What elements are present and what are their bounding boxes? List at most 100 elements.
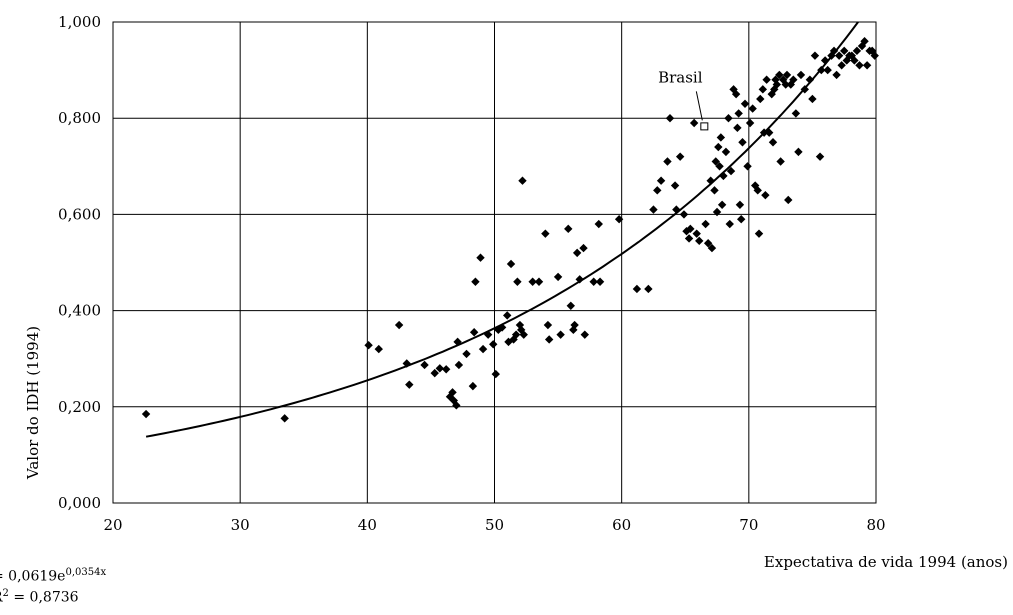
r2-symbol: R — [0, 590, 3, 606]
data-point — [469, 328, 479, 337]
y-tick-label: 0,400 — [58, 302, 101, 320]
equation-text: = 0,0619e — [0, 568, 66, 585]
data-point — [712, 207, 722, 217]
data-point — [734, 109, 743, 118]
data-point — [513, 277, 522, 286]
data-point — [762, 75, 771, 84]
data-point — [692, 229, 701, 238]
x-tick-label: 60 — [612, 516, 631, 534]
data-point — [649, 205, 658, 214]
data-point — [716, 133, 726, 142]
data-point — [729, 85, 738, 94]
data-point — [364, 341, 373, 350]
data-point — [857, 41, 867, 51]
data-point — [405, 380, 414, 389]
data-point — [758, 85, 768, 94]
data-point — [817, 65, 826, 75]
y-axis-label: Valor do IDH (1994) — [24, 326, 42, 480]
data-point — [753, 186, 762, 195]
brasil-point — [700, 122, 709, 131]
data-point — [528, 277, 537, 286]
x-tick-label: 70 — [739, 516, 758, 534]
x-tick-label: 30 — [231, 516, 250, 534]
data-point — [772, 80, 782, 89]
data-point — [703, 239, 713, 248]
data-point — [566, 301, 575, 310]
x-axis-label: Expectativa de vida 1994 (anos) — [764, 553, 1008, 571]
data-point — [675, 152, 685, 161]
data-point — [656, 176, 666, 185]
data-point — [834, 51, 844, 60]
data-point — [847, 51, 857, 60]
data-point — [823, 65, 832, 75]
data-point — [644, 284, 653, 294]
data-point — [684, 234, 694, 243]
data-point — [789, 75, 798, 84]
x-tick-label: 50 — [485, 516, 504, 534]
data-point — [511, 330, 521, 339]
data-point — [726, 166, 736, 176]
data-point — [761, 190, 770, 200]
data-point — [837, 61, 846, 70]
data-point — [483, 330, 493, 339]
data-point — [544, 335, 554, 344]
y-tick-label: 0,800 — [58, 109, 101, 127]
data-point — [453, 337, 462, 347]
data-point — [743, 162, 752, 171]
data-point — [805, 75, 815, 84]
data-point — [860, 37, 869, 46]
data-point — [735, 200, 745, 209]
r2-value: = 0,8736 — [8, 589, 79, 606]
data-point — [737, 215, 746, 224]
data-point — [632, 284, 642, 294]
data-point — [570, 320, 579, 330]
data-point — [575, 275, 584, 284]
data-point — [543, 320, 553, 330]
data-point — [791, 109, 801, 118]
data-point — [517, 325, 526, 335]
y-tick-label: 1,000 — [58, 13, 101, 31]
data-point — [491, 369, 500, 379]
data-point — [614, 215, 624, 224]
data-point — [402, 359, 411, 368]
data-point — [280, 414, 289, 423]
data-point — [710, 186, 719, 195]
data-point — [553, 272, 563, 282]
data-point — [850, 56, 859, 65]
data-point — [682, 227, 691, 236]
data-point — [670, 181, 680, 190]
data-point — [870, 51, 879, 60]
data-point — [800, 85, 809, 94]
data-point — [519, 330, 528, 339]
data-point — [672, 205, 681, 214]
data-point — [808, 94, 817, 104]
data-point — [686, 224, 695, 234]
data-point — [768, 138, 778, 147]
data-point — [435, 364, 445, 373]
data-point — [454, 360, 464, 370]
data-point — [724, 114, 733, 123]
data-point — [820, 56, 830, 65]
brasil-leader-line — [695, 91, 703, 121]
data-point — [441, 365, 451, 374]
data-point — [594, 219, 603, 229]
data-point — [862, 61, 872, 70]
data-point — [731, 89, 741, 99]
data-point — [695, 236, 704, 246]
data-point — [452, 401, 461, 410]
data-point — [534, 277, 544, 286]
data-point — [556, 330, 565, 339]
data-point — [756, 94, 765, 104]
data-points — [141, 37, 879, 423]
data-point — [478, 344, 488, 354]
data-point — [503, 311, 512, 320]
data-point — [775, 70, 784, 80]
data-point — [781, 80, 790, 89]
data-point — [448, 388, 457, 397]
data-point — [541, 229, 550, 238]
data-point — [711, 157, 720, 166]
data-point — [715, 162, 724, 171]
data-point — [867, 46, 877, 56]
grid-lines — [113, 22, 876, 503]
